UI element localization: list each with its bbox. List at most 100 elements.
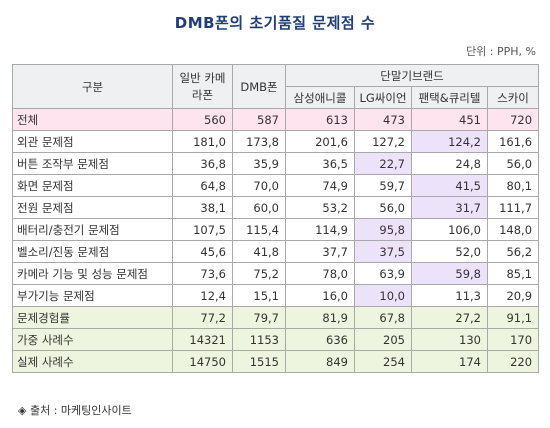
table-cell: 31,7 <box>411 196 488 219</box>
table-cell: 849 <box>285 350 355 373</box>
table-cell: 174 <box>411 350 488 373</box>
table-cell: 74,9 <box>285 174 355 197</box>
table-cell: 201,6 <box>285 130 355 153</box>
table-cell: 35,9 <box>232 152 286 175</box>
table-cell: 20,9 <box>486 284 540 307</box>
table-cell: 451 <box>411 108 488 131</box>
table-cell: 52,0 <box>411 240 488 263</box>
table-cell: 15,1 <box>232 284 286 307</box>
table-cell: 613 <box>285 108 355 131</box>
table-cell: 45,6 <box>172 240 233 263</box>
table-cell: 173,8 <box>232 130 286 153</box>
header-col-5: 스카이 <box>486 86 540 109</box>
table-cell: 14750 <box>172 350 233 373</box>
table-row: 실제 사례수 14750 1515 849 254 174 220 <box>12 350 540 373</box>
table-cell: 79,7 <box>232 306 286 329</box>
table-cell: 22,7 <box>354 152 412 175</box>
row-label: 외관 문제점 <box>12 130 173 153</box>
row-label: 가중 사례수 <box>12 328 173 351</box>
table-cell: 27,2 <box>411 306 488 329</box>
table-body: 전체 560 587 613 473 451 720 외관 문제점 181,0 173,8 201,… <box>12 108 540 373</box>
header-col-2: 삼성애니콜 <box>285 86 355 109</box>
table-cell: 205 <box>354 328 412 351</box>
table-cell: 12,4 <box>172 284 233 307</box>
table-cell: 36,8 <box>172 152 233 175</box>
table-cell: 59,8 <box>411 262 488 285</box>
table-cell: 220 <box>486 350 540 373</box>
row-label: 화면 문제점 <box>12 174 173 197</box>
quality-table: 구분 일반 카메라폰 DMB폰 단말기브랜드 삼성애니콜 LG싸이언 팬택&큐리… <box>12 64 540 373</box>
row-label: 부가기능 문제점 <box>12 284 173 307</box>
table-cell: 56,0 <box>486 152 540 175</box>
table-cell: 1515 <box>232 350 286 373</box>
table-cell: 107,5 <box>172 218 233 241</box>
table-cell: 114,9 <box>285 218 355 241</box>
header-col-4: 팬택&큐리텔 <box>411 86 488 109</box>
table-cell: 53,2 <box>285 196 355 219</box>
table-cell: 124,2 <box>411 130 488 153</box>
row-label: 문제경험률 <box>12 306 173 329</box>
table-cell: 56,2 <box>486 240 540 263</box>
table-row: 벨소리/진동 문제점 45,6 41,8 37,7 37,5 52,0 56,2 <box>12 240 540 263</box>
table-cell: 70,0 <box>232 174 286 197</box>
header-col-0: 일반 카메라폰 <box>172 64 233 109</box>
table-cell: 473 <box>354 108 412 131</box>
table-row: 버튼 조작부 문제점 36,8 35,9 36,5 22,7 24,8 56,0 <box>12 152 540 175</box>
table-cell: 720 <box>486 108 540 131</box>
table-cell: 254 <box>354 350 412 373</box>
row-label: 전체 <box>12 108 173 131</box>
table-cell: 148,0 <box>486 218 540 241</box>
source-note: ◈ 출처 : 마케팅인사이트 <box>18 404 132 417</box>
row-label: 카메라 기능 및 성능 문제점 <box>12 262 173 285</box>
row-label: 실제 사례수 <box>12 350 173 373</box>
table-cell: 85,1 <box>486 262 540 285</box>
table-cell: 38,1 <box>172 196 233 219</box>
row-label: 배터리/충전기 문제점 <box>12 218 173 241</box>
table-cell: 41,5 <box>411 174 488 197</box>
table-row: 배터리/충전기 문제점 107,5 115,4 114,9 95,8 106,0 148,0 <box>12 218 540 241</box>
table-cell: 16,0 <box>285 284 355 307</box>
table-cell: 73,6 <box>172 262 233 285</box>
table-cell: 560 <box>172 108 233 131</box>
table-cell: 37,5 <box>354 240 412 263</box>
table-cell: 636 <box>285 328 355 351</box>
table-cell: 115,4 <box>232 218 286 241</box>
table-cell: 1153 <box>232 328 286 351</box>
table-cell: 11,3 <box>411 284 488 307</box>
table-row: 카메라 기능 및 성능 문제점 73,6 75,2 78,0 63,9 59,8 85,1 <box>12 262 540 285</box>
table-cell: 14321 <box>172 328 233 351</box>
table-cell: 80,1 <box>486 174 540 197</box>
row-label: 버튼 조작부 문제점 <box>12 152 173 175</box>
table-cell: 10,0 <box>354 284 412 307</box>
unit-label: 단위 : PPH, % <box>466 45 536 58</box>
table-cell: 170 <box>486 328 540 351</box>
table-cell: 81,9 <box>285 306 355 329</box>
table-cell: 75,2 <box>232 262 286 285</box>
table-cell: 59,7 <box>354 174 412 197</box>
table-row: 화면 문제점 64,8 70,0 74,9 59,7 41,5 80,1 <box>12 174 540 197</box>
table-cell: 67,8 <box>354 306 412 329</box>
header-category: 구분 <box>12 64 173 109</box>
table-row: 가중 사례수 14321 1153 636 205 130 170 <box>12 328 540 351</box>
table-cell: 56,0 <box>354 196 412 219</box>
table-cell: 181,0 <box>172 130 233 153</box>
row-label: 전원 문제점 <box>12 196 173 219</box>
chart-title: DMB폰의 초기품질 문제점 수 <box>174 14 376 32</box>
header-col-3: LG싸이언 <box>354 86 412 109</box>
table-row: 외관 문제점 181,0 173,8 201,6 127,2 124,2 161,6 <box>12 130 540 153</box>
table-cell: 63,9 <box>354 262 412 285</box>
table-cell: 36,5 <box>285 152 355 175</box>
table-cell: 37,7 <box>285 240 355 263</box>
table-cell: 161,6 <box>486 130 540 153</box>
header-col-1: DMB폰 <box>232 64 286 109</box>
table-cell: 78,0 <box>285 262 355 285</box>
table-cell: 77,2 <box>172 306 233 329</box>
table-cell: 127,2 <box>354 130 412 153</box>
table-cell: 91,1 <box>486 306 540 329</box>
table-row: 전체 560 587 613 473 451 720 <box>12 108 540 131</box>
table-cell: 60,0 <box>232 196 286 219</box>
table-row: 문제경험률 77,2 79,7 81,9 67,8 27,2 91,1 <box>12 306 540 329</box>
table-row: 부가기능 문제점 12,4 15,1 16,0 10,0 11,3 20,9 <box>12 284 540 307</box>
table-cell: 106,0 <box>411 218 488 241</box>
table-cell: 41,8 <box>232 240 286 263</box>
